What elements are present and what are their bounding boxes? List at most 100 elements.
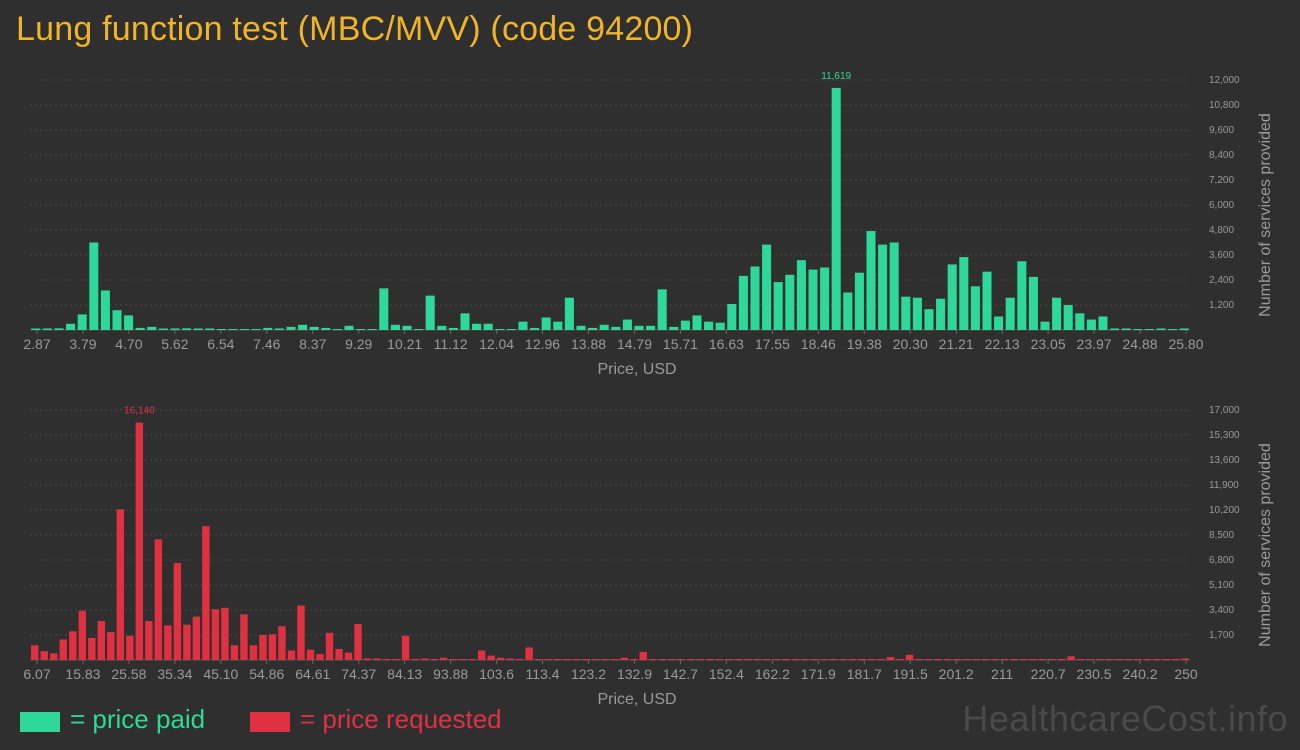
price-paid-bar — [228, 329, 238, 330]
price-requested-bar — [382, 659, 391, 660]
price-requested-bar — [59, 639, 67, 660]
legend-requested-label: = price requested — [300, 704, 502, 734]
price-paid-bar — [785, 274, 795, 330]
x-tick-label: 16.63 — [709, 336, 744, 352]
price-paid-bar — [994, 316, 1004, 330]
price-requested-bar — [943, 659, 952, 660]
price-requested-bar — [991, 659, 999, 660]
price-paid-bar — [553, 321, 563, 330]
x-tick-label: 240.2 — [1123, 666, 1158, 682]
price-paid-bar — [634, 325, 644, 330]
price-paid-bar — [170, 328, 180, 330]
price-requested-bar — [534, 659, 543, 660]
price-paid-bar — [344, 325, 354, 330]
price-requested-bar — [649, 659, 657, 660]
x-tick-label: 142.7 — [663, 666, 698, 682]
x-tick-label: 54.86 — [249, 666, 284, 682]
y-tick-label: 8,400 — [1209, 150, 1234, 161]
price-paid-bar — [982, 271, 992, 330]
x-tick-label: 25.80 — [1168, 336, 1203, 352]
price-paid-bar — [611, 326, 621, 330]
price-requested-bar — [40, 651, 48, 660]
y-tick-label: 13,600 — [1209, 455, 1240, 466]
price-paid-bar — [750, 266, 760, 330]
price-requested-bar — [1000, 659, 1009, 660]
x-tick-label: 25.58 — [111, 666, 146, 682]
price-requested-bar — [1133, 659, 1142, 660]
price-requested-bar — [801, 659, 809, 660]
price-requested-bar — [582, 659, 590, 660]
price-requested-bar — [620, 657, 628, 660]
y-tick-label: 11,900 — [1209, 480, 1239, 491]
x-tick-label: 191.5 — [893, 666, 928, 682]
price-requested-bar — [354, 623, 362, 660]
x-tick-label: 113.4 — [526, 666, 560, 682]
x-tick-label: 18.46 — [801, 336, 836, 352]
price-requested-bar — [401, 635, 410, 660]
x-tick-label: 17.55 — [755, 336, 790, 352]
price-paid-bar — [124, 315, 134, 330]
x-tick-label: 19.38 — [847, 336, 882, 352]
x-tick-label: 35.34 — [157, 666, 192, 682]
price-paid-bar — [506, 329, 516, 330]
price-paid-bar — [321, 327, 331, 330]
price-requested-bar — [611, 659, 619, 660]
price-requested-bar — [867, 659, 876, 660]
x-tick-label: 21.21 — [939, 336, 974, 352]
price-requested-bar — [934, 659, 942, 660]
price-paid-bar — [576, 325, 586, 330]
price-requested-bar — [953, 659, 961, 660]
price-paid-bar — [854, 272, 864, 330]
price-paid-bar — [298, 324, 308, 330]
price-requested-bar — [183, 624, 191, 660]
price-requested-bar — [420, 658, 429, 660]
price-paid-bar — [692, 315, 702, 330]
price-paid-bar — [100, 290, 110, 330]
price-requested-bar — [725, 659, 733, 660]
price-paid-bar — [959, 257, 969, 330]
price-paid-bar — [669, 326, 679, 330]
price-requested-bar — [335, 648, 343, 660]
x-tick-label: 250 — [1174, 666, 1198, 682]
price-requested-bar — [677, 659, 686, 660]
y-tick-label: 7,200 — [1209, 175, 1234, 186]
price-paid-bar — [541, 317, 551, 330]
price-requested-bar — [544, 659, 552, 660]
price-paid-bar — [483, 323, 493, 330]
price-paid-bar — [390, 324, 400, 330]
y-tick-label: 4,800 — [1209, 225, 1234, 236]
price-requested-bar — [97, 621, 106, 660]
price-paid-bar — [205, 328, 215, 330]
price-paid-bar — [564, 297, 574, 330]
price-requested-bar — [439, 657, 448, 660]
price-paid-bar — [738, 275, 748, 330]
price-requested-bar — [173, 562, 182, 660]
price-requested-bar — [1057, 659, 1066, 660]
price-paid-bar — [1052, 297, 1062, 330]
x-tick-label: 6.07 — [23, 666, 50, 682]
price-requested-bar — [202, 526, 210, 660]
x-tick-label: 84.13 — [387, 666, 422, 682]
price-paid-bar — [309, 326, 319, 330]
price-requested-bar — [458, 659, 467, 660]
legend-paid-swatch — [20, 712, 60, 732]
price-paid-bar — [622, 319, 632, 330]
price-requested-bar — [1029, 659, 1037, 660]
price-paid-bar — [947, 264, 957, 330]
price-paid-bar — [588, 327, 598, 330]
x-tick-label: 23.05 — [1031, 336, 1066, 352]
price-requested-bar — [487, 655, 495, 660]
price-requested-bar — [468, 659, 476, 660]
x-tick-label: 4.70 — [115, 336, 142, 352]
price-requested-bar — [515, 659, 524, 660]
price-requested-bar — [135, 422, 144, 660]
price-paid-bar — [31, 328, 41, 330]
x-tick-label: 22.13 — [985, 336, 1020, 352]
price-requested-bar — [88, 637, 96, 660]
price-requested-bar — [78, 610, 87, 660]
price-paid-bar — [599, 324, 609, 330]
y-tick-label: 3,600 — [1209, 250, 1234, 261]
price-requested-bar — [1010, 659, 1018, 660]
price-requested-bar — [1124, 659, 1132, 660]
price-paid-bar — [901, 296, 911, 330]
